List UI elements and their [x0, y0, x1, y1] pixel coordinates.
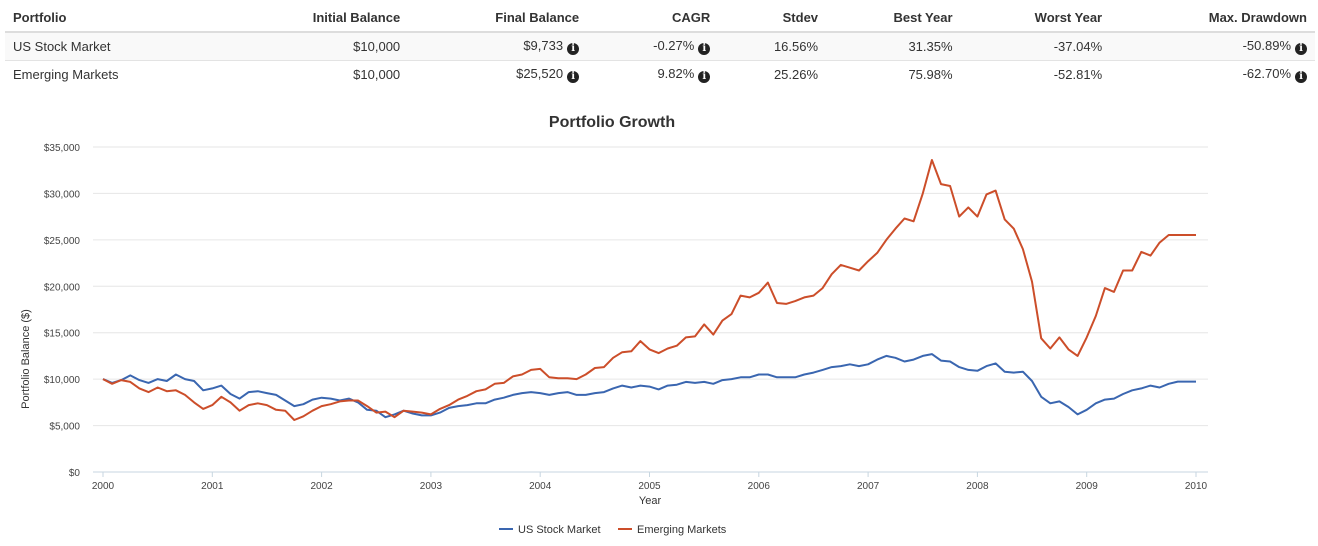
y-tick-label: $0 — [69, 468, 81, 479]
info-circle-icon[interactable]: i — [567, 71, 580, 83]
legend-label-emerging-markets: Emerging Markets — [637, 524, 727, 536]
y-tick-label: $10,000 — [44, 375, 81, 386]
max-drawdown-value: -50.89% — [1242, 38, 1291, 53]
series-lines — [102, 159, 1196, 421]
x-axis-ticks: 2000 2001 2002 2003 2004 2005 2006 2007 2008 2009… — [92, 472, 1208, 492]
y-tick-label: $30,000 — [44, 189, 81, 200]
cell-stdev: 25.26% — [718, 60, 827, 88]
info-circle-icon[interactable]: i — [1295, 43, 1307, 55]
y-axis-label: Portfolio Balance ($) — [20, 309, 32, 409]
y-tick-label: $15,000 — [44, 329, 81, 340]
cell-final-balance: $25,520 i — [408, 60, 588, 88]
header-initial-balance: Initial Balance — [222, 3, 409, 33]
cell-max-drawdown: -62.70% i — [1110, 60, 1315, 88]
x-tick-label: 2008 — [966, 481, 989, 492]
header-max-drawdown: Max. Drawdown — [1110, 3, 1315, 33]
max-drawdown-value: -62.70% — [1242, 66, 1291, 81]
cagr-value: -0.27% — [653, 38, 695, 53]
legend-item-emerging-markets[interactable]: Emerging Markets — [618, 524, 727, 536]
x-tick-label: 2007 — [857, 481, 880, 492]
cell-initial-balance: $10,000 — [222, 60, 409, 88]
x-tick-label: 2004 — [529, 481, 552, 492]
x-tick-label: 2003 — [420, 481, 443, 492]
cell-cagr: -0.27% i — [587, 31, 719, 61]
header-portfolio: Portfolio — [5, 3, 223, 33]
cell-best-year: 31.35% — [826, 31, 961, 61]
legend: US Stock Market Emerging Markets — [499, 524, 727, 536]
cell-cagr: 9.82% i — [587, 60, 719, 88]
x-tick-label: 2000 — [92, 481, 115, 492]
header-stdev: Stdev — [718, 3, 827, 33]
x-axis-label: Year — [639, 495, 662, 507]
x-tick-label: 2005 — [638, 481, 661, 492]
cell-best-year: 75.98% — [826, 60, 961, 88]
legend-item-us-stock-market[interactable]: US Stock Market — [499, 524, 601, 536]
x-tick-label: 2010 — [1185, 481, 1208, 492]
portfolio-summary-table: Portfolio Initial Balance Final Balance … — [5, 3, 1315, 88]
header-cagr: CAGR — [587, 3, 719, 33]
final-balance-value: $25,520 — [516, 66, 564, 81]
cell-final-balance: $9,733 i — [408, 31, 588, 61]
portfolio-growth-chart: Portfolio Growth $0$5,000$10,000$15,000$… — [20, 114, 1208, 536]
x-tick-label: 2001 — [201, 481, 224, 492]
legend-label-us-stock-market: US Stock Market — [518, 524, 601, 536]
info-circle-icon[interactable]: i — [1295, 71, 1307, 83]
header-final-balance: Final Balance — [408, 3, 588, 33]
cagr-value: 9.82% — [657, 66, 695, 81]
info-circle-icon[interactable]: i — [698, 71, 711, 83]
final-balance-value: $9,733 — [523, 38, 564, 53]
cell-worst-year: -52.81% — [960, 60, 1111, 88]
table-header-row: Portfolio Initial Balance Final Balance … — [5, 3, 1315, 33]
cell-initial-balance: $10,000 — [222, 31, 409, 61]
table-row: US Stock Market $10,000 $9,733 i -0.27% i … — [5, 31, 1315, 61]
table-row: Emerging Markets $10,000 $25,520 i 9.82% i… — [5, 60, 1315, 88]
gridlines — [93, 146, 1208, 427]
header-best-year: Best Year — [826, 3, 961, 33]
x-tick-label: 2006 — [748, 481, 771, 492]
cell-worst-year: -37.04% — [960, 31, 1111, 61]
cell-stdev: 16.56% — [718, 31, 827, 61]
series-line-emerging-markets[interactable] — [102, 159, 1196, 421]
series-line-us-stock-market[interactable] — [102, 353, 1196, 419]
y-tick-label: $25,000 — [44, 236, 81, 247]
y-axis-ticks: $0 $5,000 $10,000 $15,000 $20,000 $25,000 $30,… — [44, 143, 81, 479]
y-tick-label: $5,000 — [49, 422, 80, 433]
chart-title: Portfolio Growth — [549, 114, 675, 131]
info-circle-icon[interactable]: i — [698, 43, 711, 55]
header-worst-year: Worst Year — [960, 3, 1111, 33]
x-tick-label: 2009 — [1076, 481, 1099, 492]
cell-max-drawdown: -50.89% i — [1110, 31, 1315, 61]
y-tick-label: $20,000 — [44, 282, 81, 293]
cell-portfolio: Emerging Markets — [5, 60, 223, 88]
x-tick-label: 2002 — [310, 481, 333, 492]
info-circle-icon[interactable]: i — [567, 43, 580, 55]
y-tick-label: $35,000 — [44, 143, 81, 154]
cell-portfolio: US Stock Market — [5, 31, 223, 61]
